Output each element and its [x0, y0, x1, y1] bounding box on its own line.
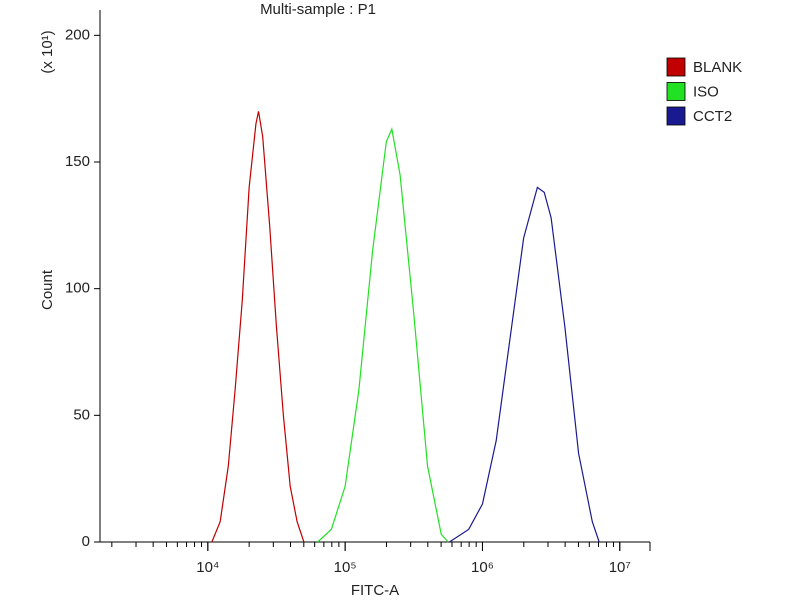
y-tick-label: 0: [82, 533, 90, 550]
chart-title: Multi-sample : P1: [260, 1, 376, 18]
series-line: [211, 111, 305, 543]
y-tick-label: 50: [73, 406, 90, 423]
y-multiplier: (x 10¹): [39, 30, 56, 73]
x-tick-label: 10⁶: [471, 559, 494, 576]
y-tick-label: 200: [65, 26, 90, 43]
legend-label: ISO: [693, 83, 719, 100]
legend-label: CCT2: [693, 108, 732, 125]
y-tick-label: 150: [65, 153, 90, 170]
series-line: [317, 127, 449, 543]
legend-swatch: [666, 57, 686, 77]
legend-swatch: [666, 82, 686, 101]
legend-label: BLANK: [693, 59, 742, 76]
series-line: [449, 186, 600, 543]
y-tick-label: 100: [65, 280, 90, 297]
x-tick-label: 10⁷: [609, 559, 631, 576]
x-tick-label: 10⁴: [196, 559, 219, 576]
x-tick-label: 10⁵: [334, 559, 357, 576]
x-axis-label: FITC-A: [351, 582, 399, 599]
y-axis-label: Count: [39, 269, 56, 310]
legend-swatch: [666, 106, 686, 126]
